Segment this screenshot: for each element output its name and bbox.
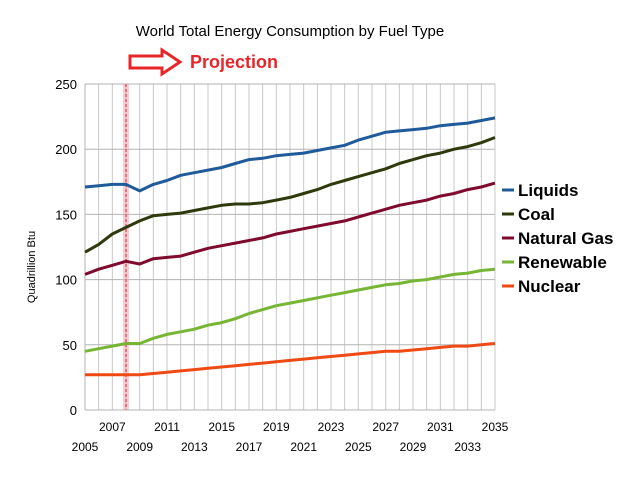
- x-tick-label: 2035: [482, 420, 509, 434]
- x-tick-label: 2017: [236, 440, 263, 454]
- x-tick-label: 2011: [154, 420, 180, 434]
- x-tick-label: 2023: [318, 420, 345, 434]
- legend: Liquids Coal Natural Gas Renewable Nuclear: [502, 181, 613, 296]
- x-tick-label: 2019: [263, 420, 290, 434]
- x-tick-labels: 2007 2011 2015 2019 2023 2027 2031 2035 2005 2009…: [72, 420, 509, 454]
- series-line-nuclear: [85, 342, 496, 377]
- y-tick-label: 50: [63, 338, 77, 353]
- y-tick-labels: 0 50 100 150 200 250: [55, 77, 77, 418]
- series-line-renewable: [84, 267, 496, 353]
- x-tick-label: 2013: [181, 440, 208, 454]
- legend-label-natural-gas: Natural Gas: [518, 229, 613, 248]
- grid: [84, 83, 496, 411]
- series-line-coal: [84, 136, 496, 254]
- series-lines: [84, 116, 496, 377]
- x-tick-label: 2005: [72, 440, 99, 454]
- y-tick-label: 200: [55, 142, 77, 157]
- projection-arrow-icon: [128, 47, 183, 77]
- x-tick-label: 2025: [345, 440, 372, 454]
- legend-label-liquids: Liquids: [518, 181, 578, 200]
- projection-marker-line: [123, 84, 129, 410]
- x-tick-label: 2027: [372, 420, 399, 434]
- projection-annotation: Projection: [128, 47, 278, 77]
- series-line-liquids: [84, 116, 496, 193]
- x-tick-label: 2009: [126, 440, 153, 454]
- x-tick-label: 2033: [454, 440, 481, 454]
- legend-label-nuclear: Nuclear: [518, 277, 581, 296]
- legend-label-renewable: Renewable: [518, 253, 607, 272]
- x-tick-label: 2015: [208, 420, 235, 434]
- y-tick-label: 250: [55, 77, 77, 92]
- x-tick-label: 2031: [427, 420, 454, 434]
- series-line-natural-gas: [84, 181, 496, 276]
- y-tick-label: 0: [70, 403, 77, 418]
- projection-label: Projection: [190, 52, 278, 72]
- axes: [84, 84, 495, 411]
- x-tick-label: 2007: [99, 420, 126, 434]
- x-tick-label: 2021: [290, 440, 317, 454]
- x-tick-label: 2029: [400, 440, 427, 454]
- legend-label-coal: Coal: [518, 205, 555, 224]
- y-axis-label: Quadrillion Btu: [26, 231, 38, 303]
- y-tick-label: 100: [55, 273, 77, 288]
- chart-title: World Total Energy Consumption by Fuel T…: [136, 23, 445, 40]
- y-tick-label: 150: [55, 207, 77, 222]
